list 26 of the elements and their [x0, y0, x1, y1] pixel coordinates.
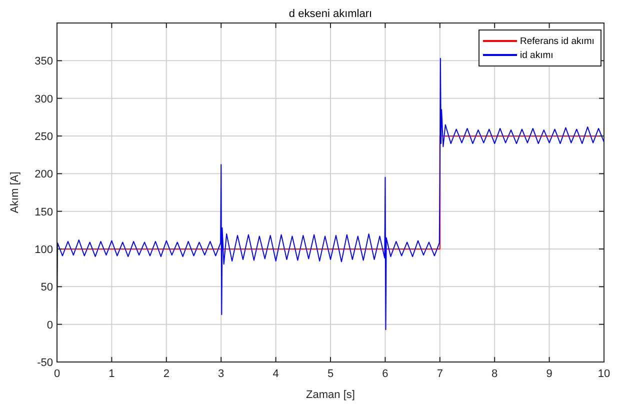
- x-tick-label: 0: [54, 368, 60, 380]
- x-tick-label: 5: [327, 368, 334, 380]
- y-axis-title: Akım [A]: [9, 172, 21, 214]
- x-tick-label: 4: [272, 368, 279, 380]
- legend-label: id akımı: [520, 50, 554, 61]
- x-tick-label: 9: [546, 368, 552, 380]
- x-axis-title: Zaman [s]: [306, 389, 355, 401]
- x-tick-label: 2: [163, 368, 170, 380]
- y-tick-label: 200: [34, 168, 53, 181]
- y-tick-label: -50: [37, 357, 53, 369]
- x-tick-label: 1: [108, 368, 115, 380]
- y-tick-label: 250: [34, 131, 53, 143]
- x-tick-label: 8: [492, 368, 498, 380]
- x-tick-label: 6: [382, 368, 388, 380]
- line-series: [57, 58, 604, 330]
- y-tick-label: 100: [34, 244, 53, 256]
- y-tick-label: 150: [34, 206, 53, 218]
- x-tick-label: 3: [218, 368, 224, 380]
- y-tick-label: 300: [34, 93, 53, 106]
- legend-label: Referans id akımı: [520, 36, 594, 47]
- y-tick-label: 0: [46, 319, 53, 332]
- y-tick-label: 50: [40, 282, 53, 294]
- x-tick-label: 7: [436, 368, 443, 380]
- x-tick-label: 10: [598, 368, 610, 380]
- chart-title: d ekseni akımları: [288, 8, 372, 20]
- y-tick-label: 350: [34, 56, 53, 68]
